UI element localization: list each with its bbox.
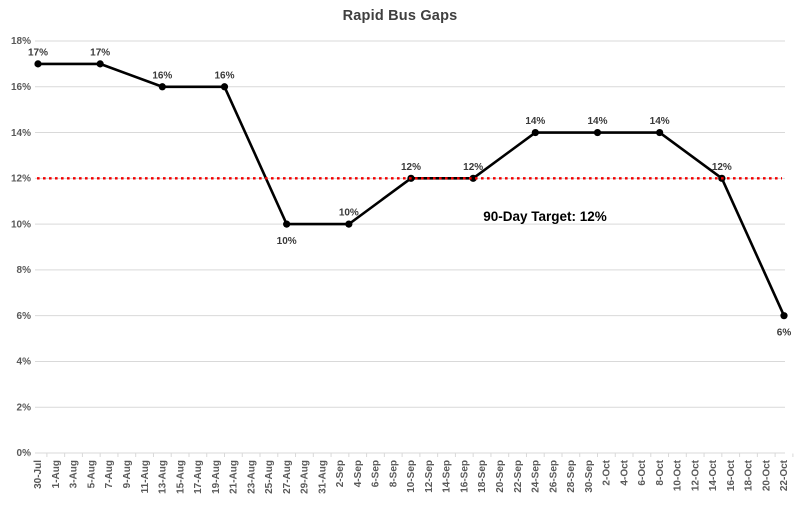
data-point-label: 6% bbox=[777, 328, 792, 339]
x-axis-label: 26-Sep bbox=[548, 460, 559, 493]
x-axis-label: 24-Sep bbox=[531, 460, 542, 493]
y-axis-label: 18% bbox=[11, 36, 31, 47]
x-axis-label: 19-Aug bbox=[211, 460, 222, 494]
data-point-label: 12% bbox=[401, 162, 421, 173]
x-axis-label: 25-Aug bbox=[264, 460, 275, 494]
data-point-marker bbox=[469, 174, 477, 182]
x-axis-label: 6-Oct bbox=[637, 459, 648, 485]
x-axis-label: 4-Sep bbox=[353, 460, 364, 487]
data-point-label: 10% bbox=[277, 236, 297, 247]
x-axis-label: 10-Sep bbox=[406, 460, 417, 493]
x-axis-label: 3-Aug bbox=[69, 460, 80, 488]
x-axis-label: 7-Aug bbox=[104, 460, 115, 488]
x-axis-label: 2-Sep bbox=[335, 460, 346, 487]
data-point-label: 12% bbox=[463, 162, 483, 173]
y-axis-label: 14% bbox=[11, 128, 31, 139]
x-axis-label: 18-Oct bbox=[744, 459, 755, 491]
data-point-label: 14% bbox=[587, 116, 607, 127]
x-axis-label: 12-Sep bbox=[424, 460, 435, 493]
x-axis-label: 1-Aug bbox=[51, 460, 62, 488]
data-point-label: 14% bbox=[650, 116, 670, 127]
y-axis-label: 2% bbox=[17, 402, 32, 413]
data-point-label: 14% bbox=[525, 116, 545, 127]
y-axis-label: 8% bbox=[17, 265, 32, 276]
data-point-marker bbox=[656, 128, 664, 137]
x-axis-label: 20-Sep bbox=[495, 460, 506, 493]
y-axis-label: 4% bbox=[17, 357, 32, 368]
data-point-label: 16% bbox=[214, 70, 234, 81]
data-point-label: 12% bbox=[712, 162, 732, 173]
x-axis-label: 5-Aug bbox=[86, 460, 97, 488]
data-point-label: 16% bbox=[152, 70, 172, 81]
y-axis-label: 10% bbox=[11, 219, 31, 230]
x-axis-label: 18-Sep bbox=[477, 460, 488, 493]
data-point-label: 17% bbox=[90, 47, 110, 58]
x-axis-label: 22-Oct bbox=[779, 459, 790, 491]
series-line bbox=[36, 62, 786, 317]
data-point-label: 10% bbox=[339, 208, 359, 219]
x-axis-label: 9-Aug bbox=[122, 460, 133, 488]
x-axis-label: 22-Sep bbox=[513, 460, 524, 493]
x-axis-label: 6-Sep bbox=[371, 460, 382, 487]
x-axis-label: 21-Aug bbox=[229, 460, 240, 494]
data-point-marker bbox=[34, 60, 42, 68]
x-axis-label: 31-Aug bbox=[317, 460, 328, 494]
data-point-marker bbox=[158, 83, 166, 91]
data-point-marker bbox=[283, 220, 291, 228]
x-axis-label: 11-Aug bbox=[140, 460, 151, 493]
x-axis-label: 30-Jul bbox=[33, 460, 44, 489]
data-point-marker bbox=[345, 220, 353, 228]
data-point-marker bbox=[220, 83, 229, 91]
x-axis-label: 12-Oct bbox=[690, 459, 701, 491]
target-line-label: 90-Day Target: 12% bbox=[483, 209, 607, 224]
x-axis-label: 28-Sep bbox=[566, 460, 577, 493]
data-point-marker bbox=[780, 312, 788, 320]
x-axis-label: 14-Oct bbox=[708, 459, 719, 491]
x-axis-label: 16-Sep bbox=[459, 460, 470, 493]
x-axis-label: 8-Oct bbox=[655, 459, 666, 485]
x-axis-label: 8-Sep bbox=[388, 460, 399, 487]
x-axis-label: 14-Sep bbox=[442, 460, 453, 493]
data-point-marker bbox=[531, 128, 539, 137]
x-axis-label: 29-Aug bbox=[300, 460, 311, 494]
data-point-marker bbox=[593, 128, 602, 137]
y-axis-label: 6% bbox=[17, 311, 32, 322]
x-axis-label: 2-Oct bbox=[602, 459, 613, 485]
x-axis-label: 23-Aug bbox=[246, 460, 257, 494]
x-axis-label: 27-Aug bbox=[282, 460, 293, 494]
y-axis-label: 12% bbox=[11, 174, 31, 185]
x-axis-label: 13-Aug bbox=[158, 460, 169, 494]
x-axis-label: 20-Oct bbox=[761, 459, 772, 491]
y-axis-label: 0% bbox=[17, 448, 32, 459]
x-axis-label: 16-Oct bbox=[726, 459, 737, 491]
x-axis-label: 10-Oct bbox=[673, 459, 684, 491]
x-axis-label: 17-Aug bbox=[193, 460, 204, 494]
data-point-label: 17% bbox=[28, 47, 48, 58]
y-axis-label: 16% bbox=[11, 82, 31, 93]
data-point-marker bbox=[96, 60, 104, 68]
x-axis-label: 4-Oct bbox=[619, 459, 630, 485]
chart-title: Rapid Bus Gaps bbox=[342, 8, 458, 24]
x-axis-label: 15-Aug bbox=[175, 460, 186, 494]
x-axis-label: 30-Sep bbox=[584, 460, 595, 493]
